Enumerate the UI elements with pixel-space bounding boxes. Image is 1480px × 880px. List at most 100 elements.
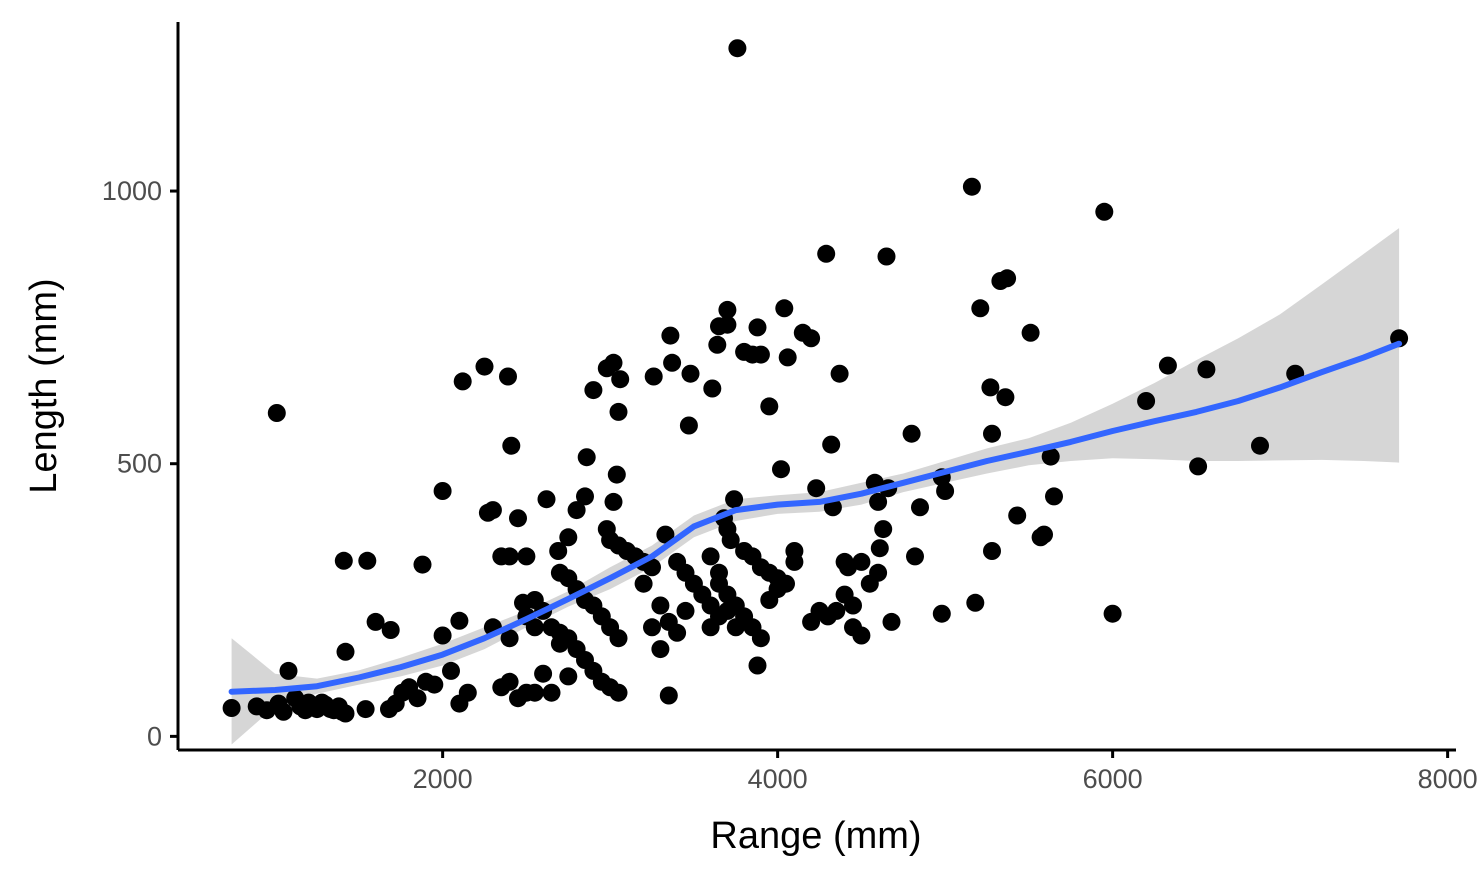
data-point [611,370,630,389]
smooth-line [228,340,1403,695]
data-point [1189,457,1208,476]
points-layer [222,39,1409,723]
data-point [525,618,544,637]
data-point [458,683,477,702]
data-point [701,547,720,566]
data-point [286,689,305,708]
data-point [502,436,521,455]
data-point [710,563,728,582]
data-point [751,345,770,364]
data-point [817,244,836,263]
data-point [609,683,628,702]
data-point [425,675,444,694]
data-point [509,509,527,528]
data-point [775,299,794,318]
data-point [869,492,888,511]
data-point [663,353,682,372]
data-point [542,618,561,637]
data-point [358,551,377,570]
data-point [874,520,893,539]
y-tick-label: 0 [147,721,162,751]
data-point [778,348,797,367]
x-axis-title: Range (mm) [710,815,921,857]
data-point [726,618,745,637]
data-point [537,490,556,509]
data-point [852,552,871,571]
data-point [1251,436,1269,455]
data-point [822,435,841,454]
data-point [768,580,787,599]
data-point [643,618,661,637]
data-point [534,664,553,683]
data-point [659,686,678,705]
data-point [604,353,623,372]
data-point [748,656,767,675]
data-point [336,642,355,661]
data-point [1197,360,1216,379]
data-point [1095,202,1114,221]
data-point [760,397,779,416]
data-point [721,531,740,550]
data-point [651,596,670,615]
data-point [525,683,544,702]
data-point [450,611,469,630]
data-point [966,593,985,612]
data-point [725,490,744,509]
data-point [634,574,653,593]
data-point [785,542,804,560]
data-point [559,667,578,686]
data-point [906,547,924,566]
data-point [651,640,670,659]
data-point [334,551,353,570]
data-point [1158,356,1177,375]
data-point [971,299,990,318]
data-point [549,542,568,560]
x-tick-label: 6000 [1083,764,1143,794]
data-point [1137,392,1156,410]
x-tick-label: 8000 [1418,764,1478,794]
data-point [772,460,790,479]
data-point [983,542,1001,560]
data-point [336,704,355,723]
data-point [499,367,517,386]
data-point [1035,525,1053,544]
data-point [902,424,921,443]
data-point [644,367,663,386]
data-point [577,448,596,467]
data-point [1103,604,1122,623]
data-point [911,498,929,517]
data-point [844,596,862,615]
data-point [996,388,1015,407]
data-point [681,364,700,383]
data-point [676,601,695,620]
data-point [932,604,951,623]
data-point [668,623,687,642]
data-point [807,479,826,498]
data-point [433,482,452,500]
data-point [701,618,720,637]
data-point [827,601,846,620]
data-point [542,683,561,702]
data-point [222,699,241,717]
data-point [550,634,569,653]
data-point [661,326,680,345]
data-point [679,416,698,435]
data-point [413,555,432,574]
data-point [607,465,626,484]
data-point [366,612,385,631]
data-point [604,492,623,511]
data-point [882,612,901,631]
data-point [500,629,519,648]
axes-layer: 2000 4000 6000 8000 0 500 1000 [102,22,1478,794]
smooth-line-layer [228,340,1403,695]
data-point [1045,487,1063,506]
data-point [718,315,737,334]
data-point [1041,447,1060,466]
data-point [870,539,889,558]
data-point [453,372,472,391]
data-point [500,547,519,566]
data-point [830,364,849,383]
data-point [718,601,737,620]
